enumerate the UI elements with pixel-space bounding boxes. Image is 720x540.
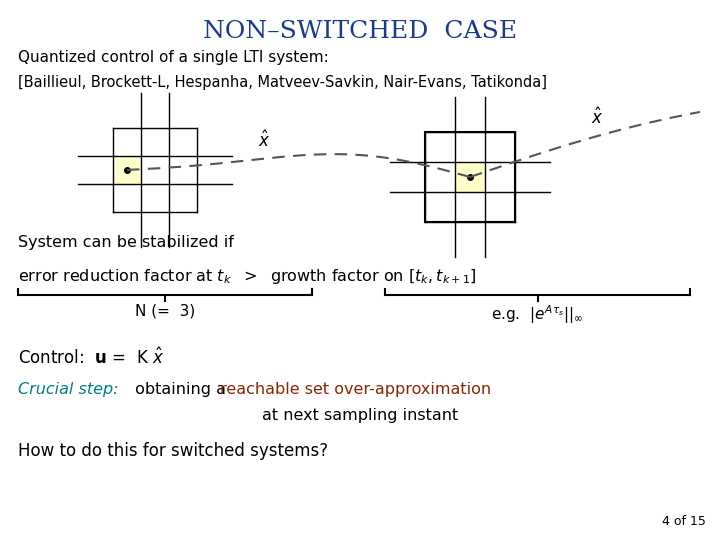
Text: NON–SWITCHED  CASE: NON–SWITCHED CASE — [203, 20, 517, 43]
Text: error reduction factor at $t_k$  $>$  growth factor on $[t_k, t_{k+1}]$: error reduction factor at $t_k$ $>$ grow… — [18, 267, 477, 286]
Text: $\hat{x}$: $\hat{x}$ — [258, 130, 271, 151]
Text: at next sampling instant: at next sampling instant — [262, 408, 458, 423]
Text: 4 of 15: 4 of 15 — [662, 515, 706, 528]
Text: Control:  $\mathbf{u}$ =  K $\hat{x}$: Control: $\mathbf{u}$ = K $\hat{x}$ — [18, 347, 164, 368]
Text: Crucial step:: Crucial step: — [18, 382, 119, 397]
Text: N (=  3): N (= 3) — [135, 303, 195, 318]
FancyBboxPatch shape — [455, 162, 485, 192]
Text: e.g.  $|e^{A\tau_s}||_{\infty}$: e.g. $|e^{A\tau_s}||_{\infty}$ — [492, 303, 584, 326]
Text: obtaining a: obtaining a — [130, 382, 231, 397]
Text: Quantized control of a single LTI system:: Quantized control of a single LTI system… — [18, 50, 329, 65]
Text: How to do this for switched systems?: How to do this for switched systems? — [18, 442, 328, 460]
FancyBboxPatch shape — [113, 156, 141, 184]
Text: [Baillieul, Brockett-L, Hespanha, Matveev-Savkin, Nair-Evans, Tatikonda]: [Baillieul, Brockett-L, Hespanha, Matvee… — [18, 75, 547, 90]
Text: reachable set over-approximation: reachable set over-approximation — [220, 382, 491, 397]
Text: System can be stabilized if: System can be stabilized if — [18, 235, 234, 250]
Text: $\hat{x}$: $\hat{x}$ — [590, 107, 603, 128]
